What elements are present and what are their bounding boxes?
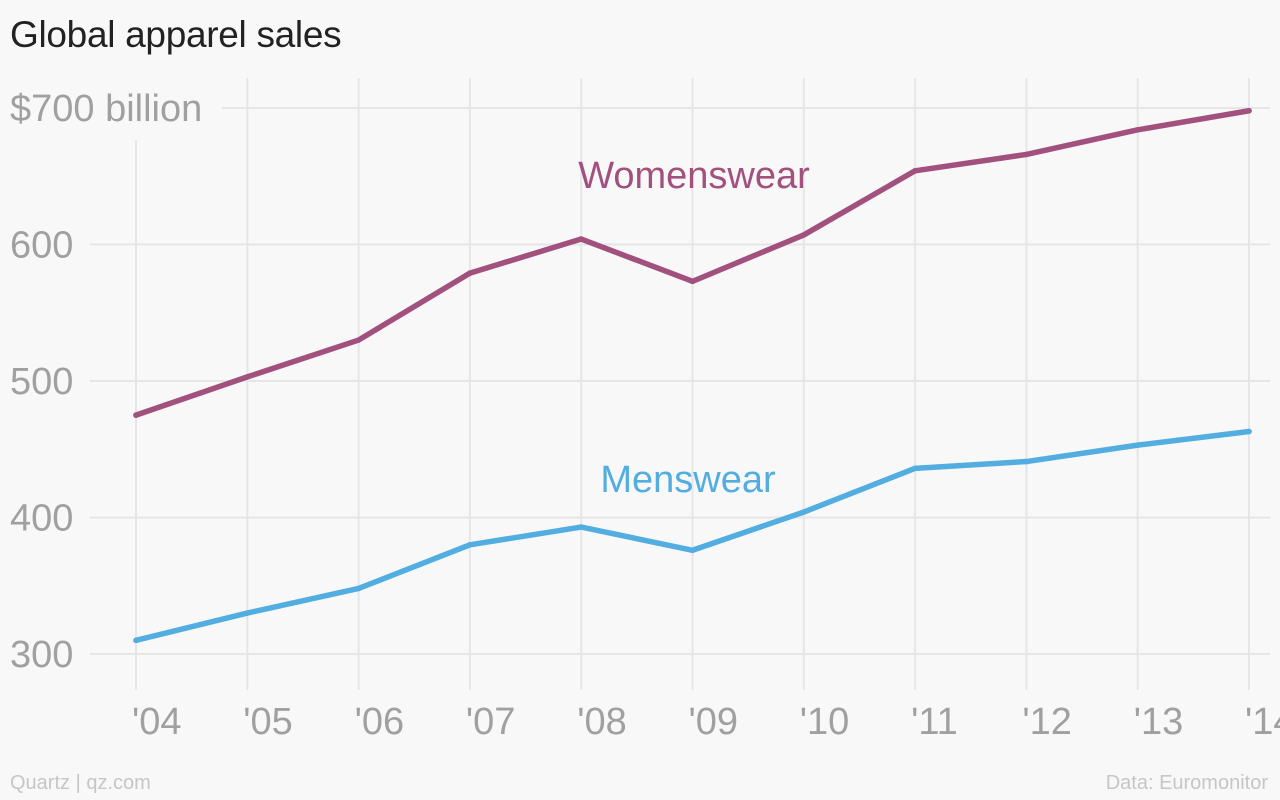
data-point-womenswear — [1134, 127, 1141, 133]
data-point-menswear — [355, 585, 362, 592]
x-tick-label: '08 — [577, 701, 627, 743]
x-tick-label: '04 — [132, 701, 182, 743]
series-labels: Womenswear Menswear — [578, 155, 810, 501]
y-tick-label: $700 billion — [10, 88, 202, 130]
data-point-womenswear — [801, 232, 807, 238]
x-tick-label: '06 — [355, 701, 405, 743]
y-tick-label: 300 — [10, 634, 73, 676]
data-point-menswear — [1023, 458, 1030, 465]
gridlines — [90, 78, 1270, 690]
data-point-menswear — [578, 524, 584, 530]
x-tick-label: '13 — [1134, 701, 1184, 743]
data-point-womenswear — [578, 236, 584, 242]
data-point-womenswear — [912, 167, 918, 174]
data-point-menswear — [912, 465, 918, 472]
y-tick-label: 400 — [10, 498, 73, 540]
x-tick-label: '12 — [1022, 701, 1072, 743]
data-point-womenswear — [689, 278, 696, 285]
x-tick-label: '14 — [1245, 701, 1280, 743]
data-point-menswear — [801, 509, 807, 515]
y-axis-tick-labels: $700 billion 600 500 400 300 — [10, 88, 202, 676]
footer-credit: Quartz | qz.com — [10, 772, 151, 794]
x-tick-label: '10 — [800, 701, 850, 743]
y-tick-label: 600 — [10, 225, 73, 267]
data-point-menswear — [689, 547, 696, 554]
data-point-menswear — [244, 610, 251, 616]
data-point-menswear — [133, 637, 139, 644]
footer-data-source: Data: Euromonitor — [1105, 772, 1268, 794]
x-tick-label: '07 — [466, 701, 516, 743]
data-point-womenswear — [133, 412, 139, 418]
data-point-womenswear — [355, 337, 362, 343]
data-point-womenswear — [1246, 107, 1252, 114]
x-axis-tick-labels: '04 '05 '06 '07 '08 '09 '10 '11 '12 '13 '14 — [132, 701, 1280, 743]
y-tick-label: 500 — [10, 361, 73, 403]
series-label-menswear: Menswear — [600, 459, 776, 501]
chart-title: Global apparel sales — [10, 14, 342, 55]
series-label-womenswear: Womenswear — [578, 155, 810, 197]
series-lines — [133, 107, 1252, 644]
x-tick-label: '05 — [243, 701, 293, 743]
data-point-menswear — [467, 542, 473, 548]
data-point-menswear — [1134, 442, 1141, 448]
data-point-womenswear — [244, 374, 251, 380]
x-tick-label: '09 — [689, 701, 739, 743]
x-tick-label: '11 — [911, 701, 958, 743]
data-point-menswear — [1246, 428, 1252, 435]
data-point-womenswear — [1023, 151, 1030, 158]
data-point-womenswear — [467, 270, 473, 276]
